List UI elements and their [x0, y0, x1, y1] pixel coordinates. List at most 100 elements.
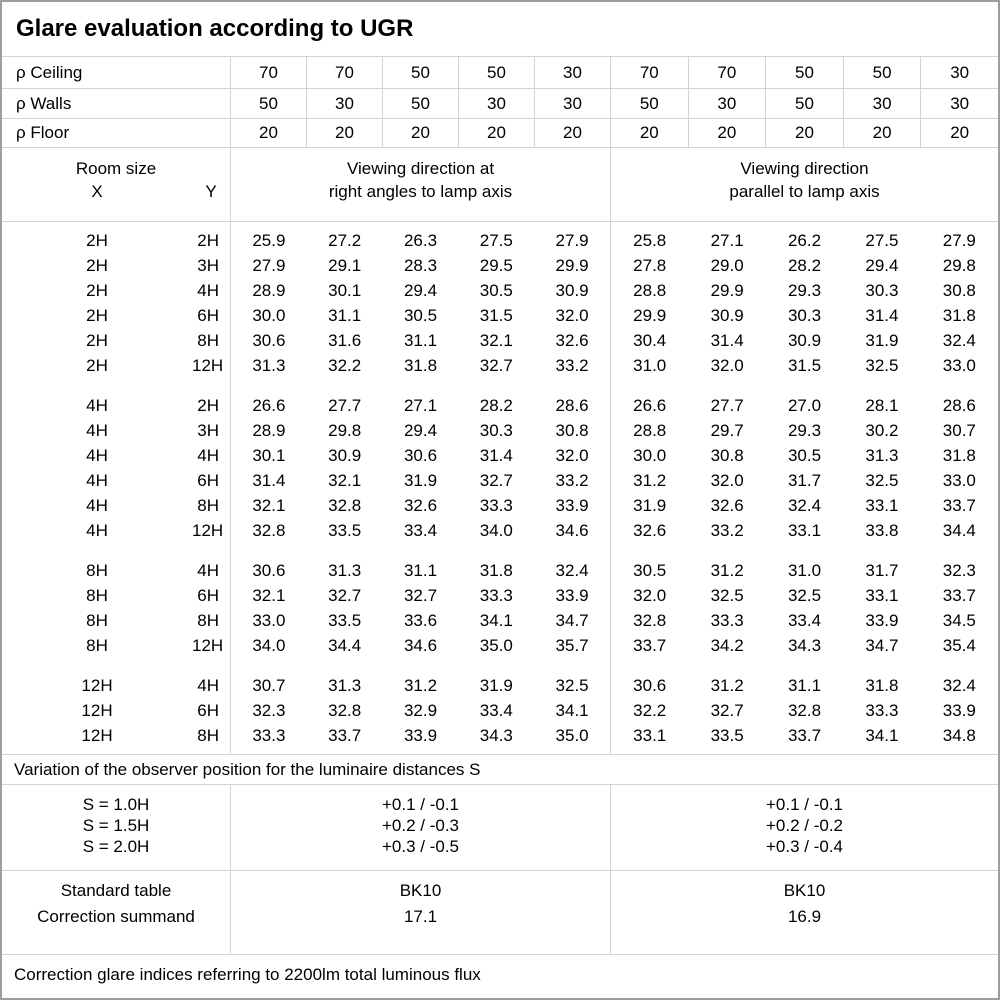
x-axis-label: X [91, 182, 103, 201]
ugr-value: 32.7 [710, 700, 744, 720]
ugr-value: 30.0 [252, 305, 286, 325]
reflectance-value-cell: 30 [842, 89, 921, 118]
room-x-value: 12H [81, 725, 113, 745]
ugr-value: 29.4 [403, 420, 438, 440]
s-variation-value: +0.3 / -0.5 [381, 837, 460, 856]
room-size-row: 12H 6H [2, 698, 230, 723]
ugr-values-row: 33.1 33.5 33.7 34.1 34.8 [611, 723, 998, 748]
ugr-values-row: 25.9 27.2 26.3 27.5 27.9 [231, 228, 610, 253]
ugr-values-row: 32.1 32.7 32.7 33.3 33.9 [231, 583, 610, 608]
ugr-value: 28.6 [555, 395, 589, 415]
ugr-value: 29.9 [555, 255, 589, 275]
ugr-value: 35.0 [479, 635, 513, 655]
ugr-values-row: 28.8 29.7 29.3 30.2 30.7 [611, 418, 998, 443]
ugr-value: 31.1 [403, 560, 438, 580]
room-y-value: 4H [197, 560, 219, 580]
ugr-value: 32.4 [787, 495, 822, 515]
ugr-value: 27.7 [710, 395, 744, 415]
ugr-value: 28.9 [252, 280, 286, 300]
reflectance-value-cell: 20 [534, 119, 610, 147]
room-size-column: 2H 2H 2H 3H 2H 4H 2H 6H 2H 8H 2H 12H 4H 2H 4H 3H 4H 4H 4H 6… [2, 222, 230, 754]
ugr-value: 32.6 [633, 520, 667, 540]
page-title: Glare evaluation according to UGR [2, 2, 998, 57]
reflectance-value-cell: 20 [610, 119, 688, 147]
ugr-value: 32.5 [555, 675, 589, 695]
room-size-row: 12H 4H [2, 673, 230, 698]
room-size-row: 4H 6H [2, 468, 230, 493]
ugr-values-row: 30.0 31.1 30.5 31.5 32.0 [231, 303, 610, 328]
reflectance-value-cell: 20 [765, 119, 843, 147]
room-size-label: Room size [75, 159, 157, 178]
reflectance-row: ρ Ceiling 70 70 50 50 30 70 70 50 50 30 [2, 57, 998, 89]
ugr-value: 35.0 [555, 725, 589, 745]
ugr-value: 31.4 [710, 330, 744, 350]
reflectance-value-cell: 20 [306, 119, 382, 147]
ugr-value: 28.9 [252, 420, 286, 440]
ugr-value: 27.1 [403, 395, 438, 415]
ugr-values-row: 27.8 29.0 28.2 29.4 29.8 [611, 253, 998, 278]
ugr-value: 30.1 [328, 280, 362, 300]
room-x-value: 2H [86, 255, 108, 275]
ugr-value: 30.5 [479, 280, 513, 300]
ugr-value: 30.8 [942, 280, 976, 300]
ugr-values-row: 25.8 27.1 26.2 27.5 27.9 [611, 228, 998, 253]
ugr-value: 30.4 [633, 330, 667, 350]
ugr-values-row: 33.0 33.5 33.6 34.1 34.7 [231, 608, 610, 633]
correction-summand-value: 16.9 [787, 907, 822, 926]
room-x-value: 8H [86, 610, 108, 630]
ugr-value: 33.9 [403, 725, 438, 745]
ugr-value: 30.7 [252, 675, 286, 695]
ugr-value: 29.8 [328, 420, 362, 440]
ugr-values-row: 30.7 31.3 31.2 31.9 32.5 [231, 673, 610, 698]
ugr-value: 32.6 [555, 330, 589, 350]
ugr-value: 34.3 [479, 725, 513, 745]
ugr-values-row: 29.9 30.9 30.3 31.4 31.8 [611, 303, 998, 328]
ugr-value: 33.7 [328, 725, 362, 745]
room-size-block: 30.6 31.3 31.1 31.8 32.4 32.1 32.7 32.7 33.3 33.9… [231, 558, 610, 658]
y-axis-label: Y [205, 182, 217, 201]
ugr-values-row: 31.9 32.6 32.4 33.1 33.7 [611, 493, 998, 518]
room-y-value: 2H [197, 395, 219, 415]
s-variation-value: +0.1 / -0.1 [381, 795, 460, 814]
reflectance-value-cell: 70 [230, 57, 306, 88]
ugr-value: 32.1 [479, 330, 513, 350]
s-variation-right-angles: +0.1 / -0.1 +0.2 / -0.3 +0.3 / -0.5 [230, 785, 610, 870]
room-size-block: 25.9 27.2 26.3 27.5 27.9 27.9 29.1 28.3 29.5 29.9… [231, 228, 610, 378]
reflectance-value-cell: 70 [687, 57, 766, 88]
ugr-value: 34.1 [865, 725, 899, 745]
s-distance-label: S = 1.5H [82, 816, 150, 835]
ugr-value: 31.9 [479, 675, 513, 695]
room-size-block: 4H 2H 4H 3H 4H 4H 4H 6H 4H 8H 4H 12H [2, 393, 230, 543]
ugr-value: 31.1 [787, 675, 822, 695]
ugr-value: 32.9 [403, 700, 438, 720]
room-y-value: 8H [197, 725, 219, 745]
observer-variation-table: S = 1.0H S = 1.5H S = 2.0H +0.1 / -0.1 +… [2, 785, 998, 871]
ugr-value: 32.8 [252, 520, 286, 540]
ugr-value: 35.7 [555, 635, 589, 655]
ugr-value: 33.5 [328, 520, 362, 540]
ugr-value: 32.5 [865, 355, 899, 375]
ugr-value: 33.7 [942, 495, 976, 515]
ugr-value: 27.5 [479, 230, 513, 250]
ugr-value: 32.6 [710, 495, 744, 515]
ugr-value: 27.5 [865, 230, 899, 250]
room-size-header: Room size X Y [2, 148, 230, 221]
s-variation-value: +0.2 / -0.2 [765, 816, 844, 835]
reflectance-value-cell: 30 [920, 89, 998, 118]
ugr-values-row: 30.6 31.2 31.1 31.8 32.4 [611, 673, 998, 698]
ugr-value: 30.0 [633, 445, 667, 465]
ugr-value: 28.3 [403, 255, 438, 275]
ugr-value: 34.0 [479, 520, 513, 540]
ugr-value: 33.3 [865, 700, 899, 720]
room-size-row: 8H 12H [2, 633, 230, 658]
ugr-value: 33.1 [633, 725, 667, 745]
room-size-block: 2H 2H 2H 3H 2H 4H 2H 6H 2H 8H 2H 12H [2, 228, 230, 378]
ugr-value: 31.4 [252, 470, 286, 490]
ugr-value: 32.2 [328, 355, 362, 375]
room-size-block: 30.7 31.3 31.2 31.9 32.5 32.3 32.8 32.9 33.4 34.1… [231, 673, 610, 748]
ugr-value: 31.3 [328, 560, 362, 580]
ugr-values-row: 26.6 27.7 27.1 28.2 28.6 [231, 393, 610, 418]
ugr-value: 31.1 [403, 330, 438, 350]
ugr-values-row: 28.9 30.1 29.4 30.5 30.9 [231, 278, 610, 303]
reflectance-row-label: ρ Walls [16, 93, 72, 113]
